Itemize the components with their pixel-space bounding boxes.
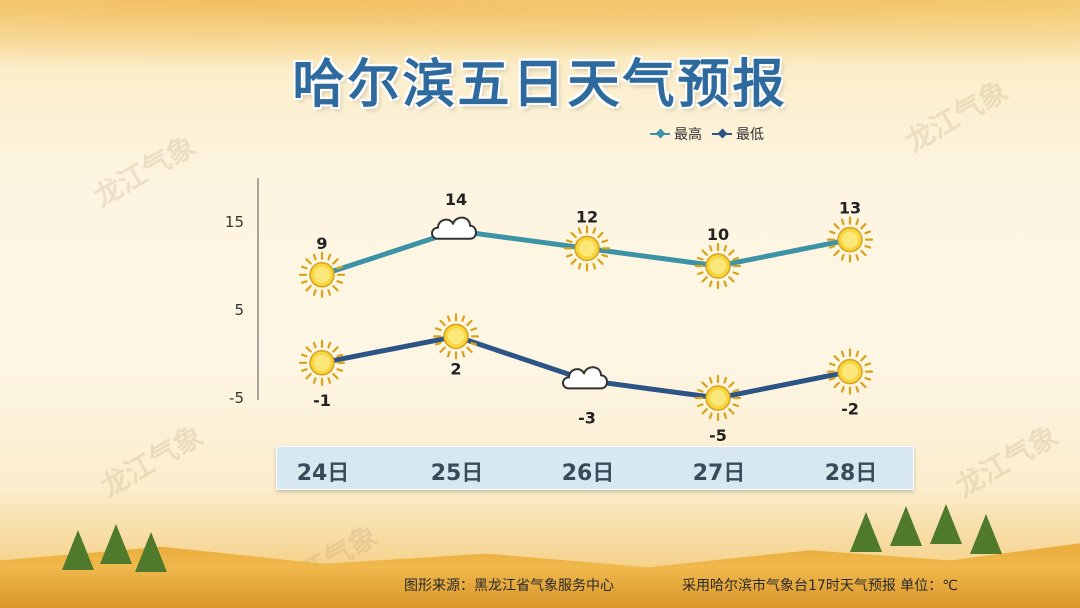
data-label: 12 [576, 207, 598, 226]
data-label: 14 [445, 190, 467, 209]
x-tick-label: 26日 [561, 461, 615, 486]
tree-icon [890, 506, 922, 546]
cloud-icon [562, 366, 608, 390]
data-label: -5 [709, 426, 727, 445]
legend-swatch-low [712, 133, 732, 135]
date-bar: 24日 25日 26日 27日 28日 [276, 446, 914, 490]
data-label: 2 [450, 359, 461, 378]
legend-label-low: 最低 [736, 127, 764, 143]
y-tick-label: 15 [225, 213, 244, 231]
tree-icon [62, 530, 94, 570]
data-label: -1 [313, 391, 331, 410]
sun-icon [694, 242, 742, 290]
data-label: 13 [839, 199, 861, 218]
legend-swatch-high [650, 133, 670, 135]
x-tick-label: 24日 [296, 461, 350, 486]
tree-icon [930, 504, 962, 544]
legend-item-high: 最高 [650, 124, 702, 144]
tree-icon [970, 514, 1002, 554]
background-glow [0, 0, 1080, 80]
cloud-icon [431, 216, 477, 240]
data-label: -3 [578, 408, 596, 427]
sun-icon [694, 374, 742, 422]
sun-icon [298, 339, 346, 386]
sun-icon [826, 216, 874, 263]
sun-icon [563, 225, 611, 272]
y-tick-label: 5 [234, 301, 244, 319]
legend-item-low: 最低 [712, 124, 764, 144]
sun-icon [298, 251, 346, 298]
page-title: 哈尔滨五日天气预报 [292, 55, 788, 115]
tree-icon [850, 512, 882, 552]
x-tick-label: 28日 [824, 461, 878, 486]
sun-icon [826, 348, 874, 395]
tree-icon [135, 532, 167, 572]
data-label: 9 [316, 234, 327, 253]
data-label: 10 [707, 225, 729, 244]
footer-source: 图形来源：黑龙江省气象服务中心 [404, 578, 614, 594]
x-tick-label: 27日 [692, 461, 746, 486]
sun-icon [432, 313, 480, 360]
footer-note: 采用哈尔滨市气象台17时天气预报 单位：℃ [682, 578, 958, 594]
tree-icon [100, 524, 132, 564]
x-tick-label: 25日 [430, 461, 484, 486]
data-label: -2 [841, 400, 859, 419]
legend-label-high: 最高 [674, 127, 702, 143]
y-tick-label: -5 [229, 389, 244, 407]
chart-legend: 最高 最低 [650, 124, 764, 144]
